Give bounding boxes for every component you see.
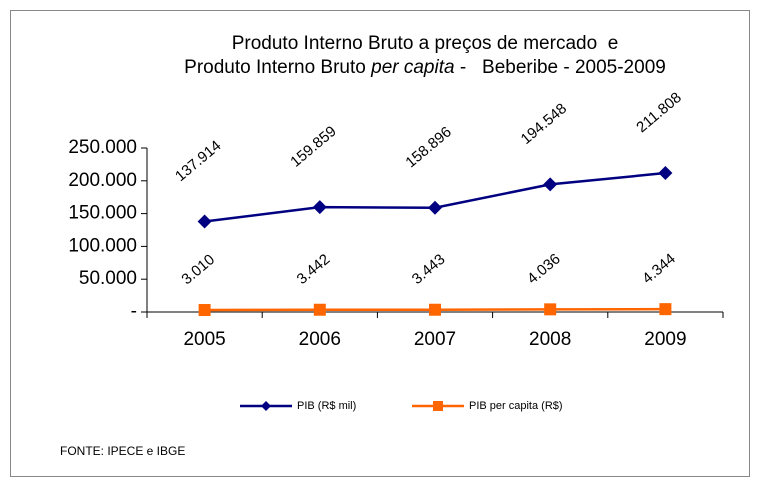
y-tick-label: 250.000: [68, 137, 137, 158]
y-tick-label: 50.000: [79, 268, 137, 289]
title-part: Produto Interno Bruto a preços de mercad…: [232, 33, 619, 54]
marker: [543, 177, 558, 192]
x-tick-label: 2005: [183, 329, 225, 350]
marker: [261, 401, 271, 411]
marker: [433, 401, 443, 411]
source-note: FONTE: IPECE e IBGE: [60, 444, 185, 458]
y-tick-label: -: [131, 301, 137, 322]
title-part: Produto Interno Bruto: [184, 57, 371, 78]
marker: [428, 200, 442, 215]
chart-title: Produto Interno Bruto per capita - Beber…: [184, 57, 666, 78]
marker: [198, 304, 211, 317]
marker: [312, 200, 327, 215]
y-tick-label: 150.000: [68, 203, 137, 224]
y-tick-label: 200.000: [68, 170, 137, 191]
x-tick-label: 2007: [414, 329, 456, 350]
y-tick-label: 100.000: [68, 235, 137, 256]
title-part: - Beberibe - 2005-2009: [455, 57, 666, 78]
marker: [197, 214, 212, 229]
chart-frame: [10, 10, 750, 477]
marker: [659, 303, 672, 316]
x-tick-label: 2008: [529, 329, 571, 350]
marker: [658, 166, 673, 181]
marker: [313, 303, 326, 316]
marker: [429, 303, 441, 316]
marker: [544, 303, 557, 316]
title-part: per capita: [370, 57, 454, 78]
legend-label: PIB per capita (R$): [469, 400, 563, 412]
chart-title: Produto Interno Bruto a preços de mercad…: [232, 33, 619, 54]
x-tick-label: 2009: [644, 329, 686, 350]
x-tick-label: 2006: [299, 329, 341, 350]
legend-label: PIB (R$ mil): [297, 400, 356, 412]
